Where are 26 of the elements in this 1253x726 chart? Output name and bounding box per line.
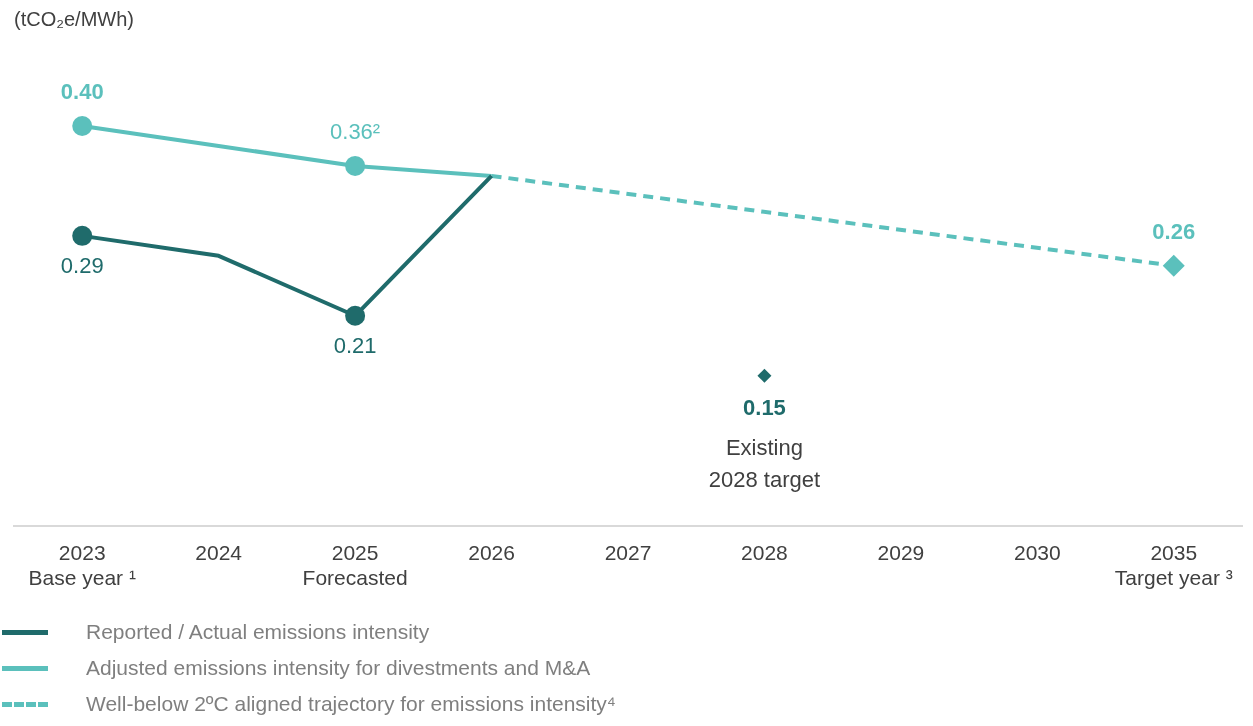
x-tick-label: 2035 Target year ³ bbox=[1114, 541, 1233, 590]
data-label: 0.26 bbox=[1152, 218, 1196, 244]
x-tick-label: 2027 bbox=[604, 541, 652, 564]
point bbox=[1162, 254, 1185, 277]
data-label: 0.29 bbox=[60, 252, 104, 278]
x-tick-label: 2026 bbox=[468, 541, 515, 564]
point bbox=[72, 225, 93, 246]
x-tick-label: 2025 Forecasted bbox=[302, 541, 408, 590]
data-label: 0.21 bbox=[333, 332, 377, 358]
point bbox=[345, 305, 366, 326]
point bbox=[757, 368, 772, 383]
legend-label: Adjusted emissions intensity for divestments and M&A bbox=[86, 656, 591, 680]
data-label: 0.36² bbox=[330, 118, 381, 144]
data-label: 0.15 bbox=[743, 394, 786, 420]
x-tick-label: 2029 bbox=[877, 541, 925, 564]
point bbox=[345, 155, 366, 176]
x-tick-label: 2028 bbox=[741, 541, 788, 564]
data-label: 0.40 bbox=[60, 79, 104, 105]
x-tick-label: 2023 Base year ¹ bbox=[28, 541, 136, 590]
chart-title: (tCO₂e/MWh) bbox=[14, 7, 134, 30]
legend-label: Reported / Actual emissions intensity bbox=[86, 620, 430, 644]
x-tick-label: 2024 bbox=[195, 541, 243, 564]
legend-label: Well-below 2ºC aligned trajectory for emissions intensity⁴ bbox=[86, 692, 616, 716]
x-tick-label: 2030 bbox=[1013, 541, 1061, 564]
point bbox=[72, 115, 93, 136]
annotation: Existing 2028 target bbox=[708, 434, 821, 492]
